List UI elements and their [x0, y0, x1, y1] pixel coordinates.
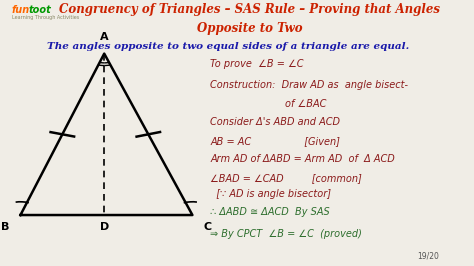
Text: ∴ ΔABD ≅ ΔACD  By SAS: ∴ ΔABD ≅ ΔACD By SAS: [210, 207, 330, 217]
Text: [∵ AD is angle bisector]: [∵ AD is angle bisector]: [210, 189, 331, 199]
Text: Construction:  Draw AD as  angle bisect-: Construction: Draw AD as angle bisect-: [210, 80, 408, 90]
Text: Congruency of Triangles – SAS Rule – Proving that Angles: Congruency of Triangles – SAS Rule – Pro…: [59, 3, 440, 16]
Text: Opposite to Two: Opposite to Two: [197, 22, 302, 35]
Text: D: D: [100, 222, 109, 232]
Text: B: B: [1, 222, 9, 232]
Text: To prove  ∠B = ∠C: To prove ∠B = ∠C: [210, 59, 303, 69]
Text: ∠BAD = ∠CAD         [common]: ∠BAD = ∠CAD [common]: [210, 173, 362, 183]
Text: AB = AC                 [Given]: AB = AC [Given]: [210, 136, 340, 146]
Text: C: C: [203, 222, 211, 232]
Text: ⇒ By CPCT  ∠B = ∠C  (proved): ⇒ By CPCT ∠B = ∠C (proved): [210, 228, 362, 239]
Text: toot: toot: [28, 5, 51, 15]
Text: Consider Δ's ABD and ACD: Consider Δ's ABD and ACD: [210, 117, 340, 127]
Text: of ∠BAC: of ∠BAC: [210, 99, 327, 109]
Text: Learning Through Activities: Learning Through Activities: [12, 15, 79, 20]
Text: The angles opposite to two equal sides of a triangle are equal.: The angles opposite to two equal sides o…: [46, 42, 409, 51]
Text: fun: fun: [12, 5, 30, 15]
Text: Arm AD of ΔABD = Arm AD  of  Δ ACD: Arm AD of ΔABD = Arm AD of Δ ACD: [210, 155, 395, 164]
Text: 19/20: 19/20: [418, 251, 439, 260]
Text: A: A: [100, 32, 109, 42]
